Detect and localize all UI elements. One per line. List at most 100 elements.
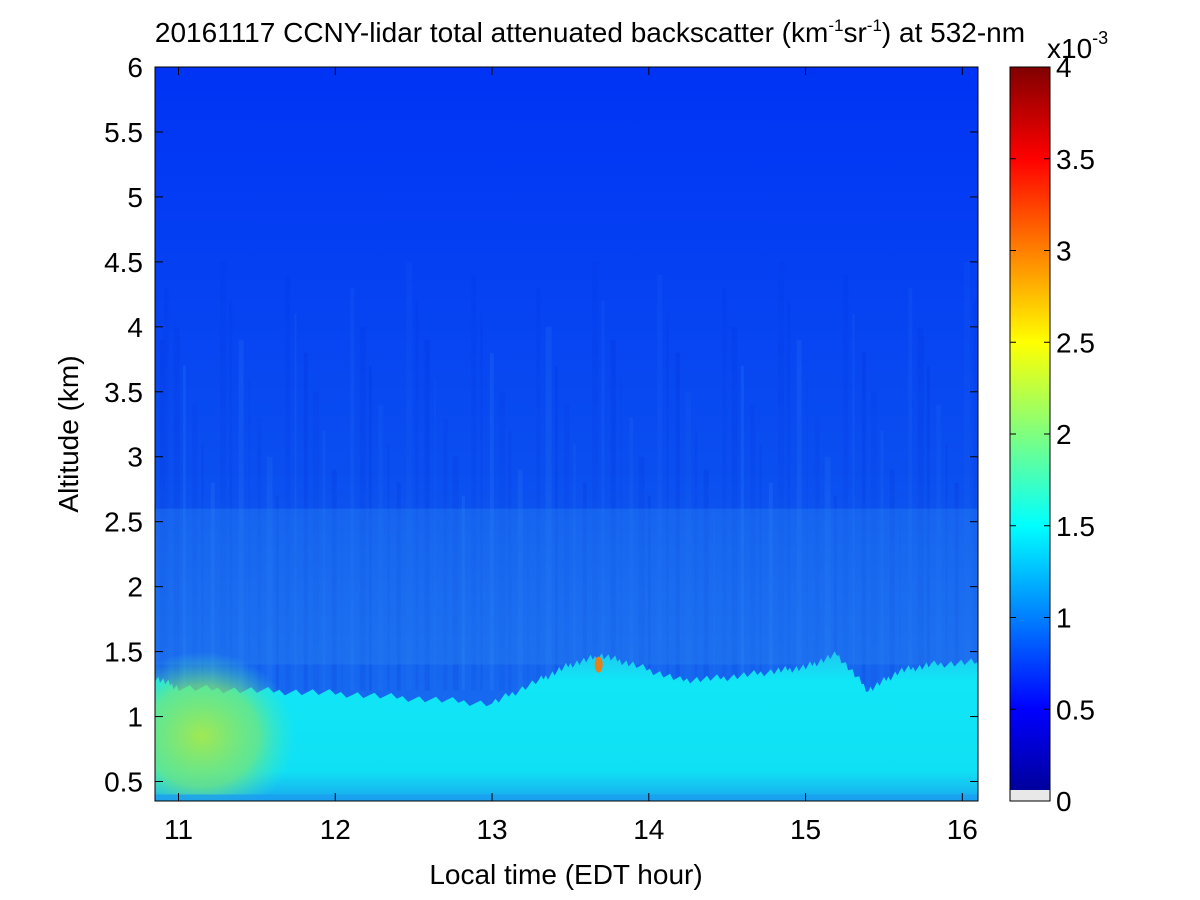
heatmap-boundary-layer bbox=[155, 651, 978, 801]
heatmap-streak bbox=[554, 365, 558, 691]
heatmap-streak bbox=[350, 287, 355, 691]
heatmap-streak bbox=[415, 300, 419, 691]
heatmap-streak bbox=[508, 430, 512, 691]
heatmap-streak bbox=[833, 495, 837, 691]
heatmap-streak bbox=[368, 365, 372, 691]
heatmap-streak bbox=[573, 443, 576, 691]
heatmap-streak bbox=[731, 326, 738, 691]
y-tick-label: 4 bbox=[127, 312, 143, 343]
heatmap-lowest-bin bbox=[155, 794, 978, 801]
colorbar: 0 0.5 1 1.5 2 2.5 3 3.5 4 x10-3 bbox=[1009, 28, 1108, 817]
heatmap-streak bbox=[536, 287, 541, 691]
heatmap-streak bbox=[257, 417, 262, 691]
colorbar-tick-label: 0.5 bbox=[1056, 694, 1095, 725]
colorbar-tick-label: 1.5 bbox=[1056, 511, 1095, 542]
x-tick-label: 16 bbox=[947, 814, 978, 845]
heatmap-streak bbox=[155, 508, 157, 691]
heatmap-streak bbox=[266, 456, 273, 691]
heatmap-streak bbox=[601, 300, 605, 691]
heatmap-streak bbox=[527, 508, 529, 691]
heatmap-streak bbox=[480, 313, 483, 691]
heatmap-plot bbox=[155, 67, 978, 801]
x-tick-label: 15 bbox=[790, 814, 821, 845]
heatmap-streak bbox=[936, 404, 942, 691]
heatmap-peak-spot bbox=[594, 656, 603, 673]
heatmap-streak bbox=[322, 430, 326, 691]
heatmap-streak bbox=[173, 326, 180, 691]
heatmap-streak bbox=[471, 274, 477, 691]
heatmap-streak bbox=[638, 456, 645, 691]
heatmap-streak bbox=[238, 339, 244, 691]
heatmap-streak bbox=[629, 417, 634, 691]
heatmap-streak bbox=[768, 482, 773, 691]
heatmap-streak bbox=[703, 469, 709, 691]
x-tick-label: 12 bbox=[320, 814, 351, 845]
heatmap-streak bbox=[461, 495, 465, 691]
y-tick-label: 2 bbox=[127, 572, 143, 603]
colorbar-ticks: 0 0.5 1 1.5 2 2.5 3 3.5 4 bbox=[1010, 52, 1095, 817]
colorbar-gradient bbox=[1010, 67, 1050, 801]
heatmap-streaks bbox=[155, 261, 978, 691]
colorbar-zero-bin bbox=[1010, 789, 1050, 801]
heatmap-streak bbox=[759, 443, 762, 691]
heatmap-streak bbox=[489, 352, 494, 691]
heatmap-streak bbox=[452, 456, 459, 691]
heatmap-streak bbox=[610, 339, 616, 691]
heatmap-streak bbox=[387, 443, 390, 691]
heatmap-streak bbox=[657, 274, 663, 691]
heatmap-streak bbox=[275, 495, 279, 691]
x-tick-label: 11 bbox=[164, 814, 193, 845]
colorbar-tick-label: 1 bbox=[1056, 603, 1072, 634]
colorbar-tick-label: 2.5 bbox=[1056, 327, 1095, 358]
heatmap-streak bbox=[899, 508, 901, 691]
heatmap-streak bbox=[378, 404, 384, 691]
y-tick-label: 3.5 bbox=[104, 377, 143, 408]
heatmap-streak bbox=[303, 352, 308, 691]
heatmap-streak bbox=[713, 508, 715, 691]
heatmap-streak bbox=[341, 508, 343, 691]
heatmap-streak bbox=[620, 378, 622, 691]
y-tick-label: 5.5 bbox=[104, 117, 143, 148]
heatmap-streak bbox=[647, 495, 651, 691]
x-axis: 11 12 13 14 15 16 bbox=[164, 67, 978, 845]
heatmap-streak bbox=[787, 300, 791, 691]
heatmap-streak bbox=[285, 274, 291, 691]
heatmap-streak bbox=[843, 274, 849, 691]
heatmap-streak bbox=[406, 261, 413, 691]
heatmap-streak bbox=[908, 287, 913, 691]
colorbar-tick-label: 0 bbox=[1056, 786, 1072, 817]
heatmap-streak bbox=[434, 378, 436, 691]
heatmap-streak bbox=[182, 365, 186, 691]
chart-title: 20161117 CCNY-lidar total attenuated bac… bbox=[155, 16, 1025, 48]
x-tick-label: 13 bbox=[476, 814, 507, 845]
colorbar-tick-label: 3 bbox=[1056, 236, 1072, 267]
heatmap-streak bbox=[499, 391, 506, 691]
heatmap-streak bbox=[750, 404, 756, 691]
heatmap-streak bbox=[852, 313, 855, 691]
heatmap-streak bbox=[917, 326, 924, 691]
y-tick-label: 2.5 bbox=[104, 507, 143, 538]
x-axis-label: Local time (EDT hour) bbox=[429, 859, 702, 890]
y-tick-label: 5 bbox=[127, 182, 143, 213]
heatmap-streak bbox=[722, 287, 727, 691]
heatmap-streak bbox=[313, 391, 320, 691]
heatmap-morning-aerosol bbox=[155, 651, 297, 801]
heatmap-streak bbox=[806, 378, 808, 691]
heatmap-streak bbox=[675, 352, 680, 691]
heatmap-streak bbox=[694, 430, 698, 691]
heatmap-streak bbox=[159, 339, 165, 691]
heatmap-streak bbox=[564, 404, 570, 691]
y-tick-label: 1.5 bbox=[104, 637, 143, 668]
heatmap-streak bbox=[164, 287, 169, 691]
heatmap-streak bbox=[443, 417, 448, 691]
colorbar-tick-label: 3.5 bbox=[1056, 144, 1095, 175]
y-tick-label: 3 bbox=[127, 442, 143, 473]
y-tick-label: 1 bbox=[127, 702, 143, 733]
heatmap-streak bbox=[220, 261, 227, 691]
heatmap-streak bbox=[331, 469, 337, 691]
heatmap-streak bbox=[796, 339, 802, 691]
heatmap-streak bbox=[871, 391, 878, 691]
heatmap-streak bbox=[861, 352, 866, 691]
heatmap-streak bbox=[954, 482, 959, 691]
